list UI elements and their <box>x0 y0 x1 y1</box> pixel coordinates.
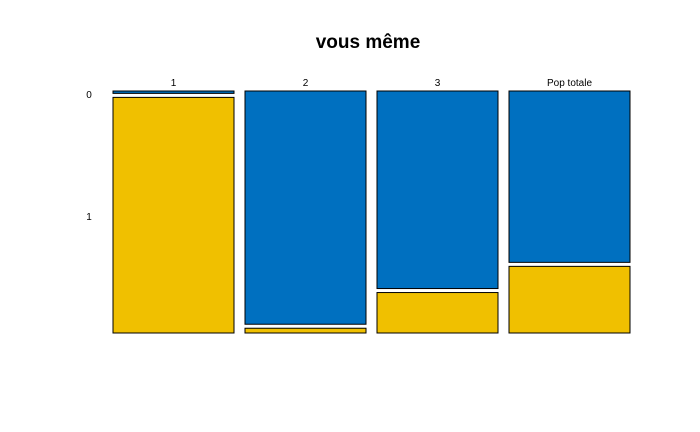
tile-level-0 <box>112 90 235 94</box>
column-label: 3 <box>435 78 441 89</box>
row-label-1: 1 <box>86 212 92 223</box>
tile-level-0 <box>376 90 499 290</box>
row-label-0: 0 <box>86 90 92 101</box>
tile-level-1 <box>376 292 499 334</box>
column-label: Pop totale <box>547 78 592 89</box>
column-label: 2 <box>303 78 309 89</box>
tile-level-1 <box>508 265 631 334</box>
tile-level-0 <box>508 90 631 263</box>
tile-level-1 <box>244 327 367 334</box>
chart-title: vous même <box>316 32 421 53</box>
tile-level-0 <box>244 90 367 325</box>
mosaic-columns: 1 2 3 Pop totale <box>112 78 631 334</box>
column-label: 1 <box>171 78 177 89</box>
tile-level-1 <box>112 96 235 334</box>
